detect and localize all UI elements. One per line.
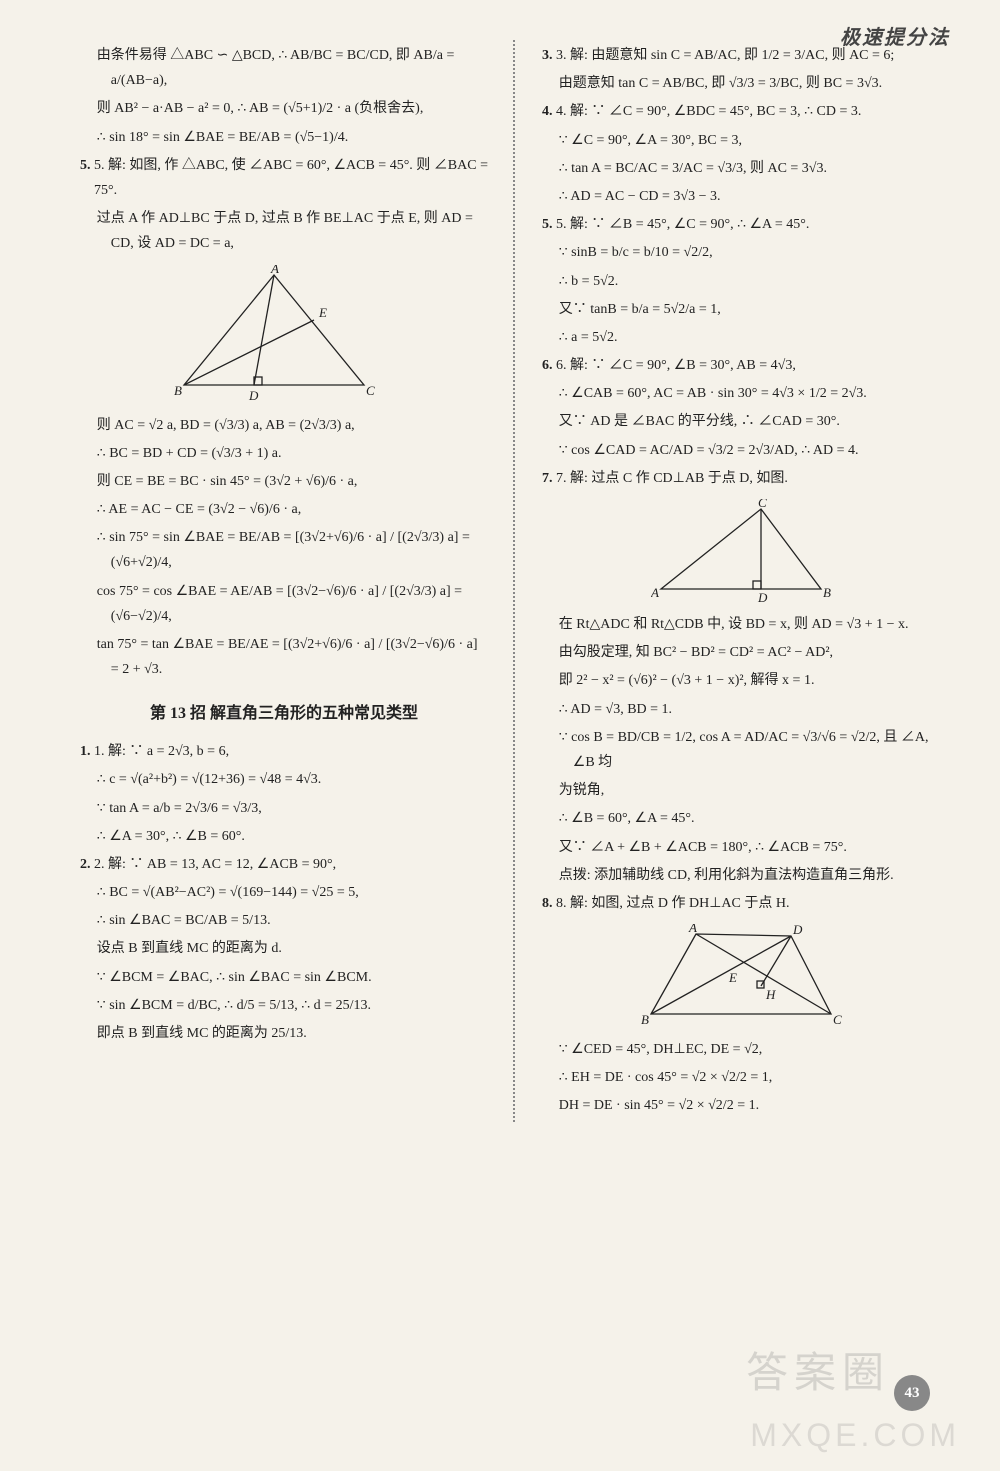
text-line: 由条件易得 △ABC ∽ △BCD, ∴ AB/BC = BC/CD, 即 AB… [80,43,488,93]
watermark-text: 答案圈 [746,1335,890,1411]
text-line: ∴ a = 5√2. [542,325,950,350]
svg-text:D: D [792,924,803,937]
text-line: ∴ ∠B = 60°, ∠A = 45°. [542,806,950,831]
right-column: 3. 3. 解: 由题意知 sin C = AB/AC, 即 1/2 = 3/A… [542,40,950,1122]
svg-text:D: D [248,388,259,403]
page-number-badge: 43 [894,1375,930,1411]
text-line: ∵ ∠C = 90°, ∠A = 30°, BC = 3, [542,128,950,153]
text-line: 则 AC = √2 a, BD = (√3/3) a, AB = (2√3/3)… [80,413,488,438]
column-divider [513,40,517,1122]
svg-text:C: C [366,383,375,398]
text-line: ∵ cos B = BD/CB = 1/2, cos A = AD/AC = √… [542,725,950,775]
svg-text:C: C [758,499,767,510]
t: 5. 解: ∵ ∠B = 45°, ∠C = 90°, ∴ ∠A = 45°. [556,217,809,232]
text-line: 4. 4. 解: ∵ ∠C = 90°, ∠BDC = 45°, BC = 3,… [542,99,950,124]
section-title: 第 13 招 解直角三角形的五种常见类型 [80,700,488,729]
triangle-diagram-2: A B C D [651,499,841,604]
qnum: 6. [542,358,553,373]
text-line: ∵ cos ∠CAD = AC/AD = √3/2 = 2√3/AD, ∴ AD… [542,438,950,463]
text-line: 即 2² − x² = (√6)² − (√3 + 1 − x)², 解得 x … [542,668,950,693]
text-line: ∵ ∠BCM = ∠BAC, ∴ sin ∠BAC = sin ∠BCM. [80,965,488,990]
text-line: ∴ tan A = BC/AC = 3/AC = √3/3, 则 AC = 3√… [542,156,950,181]
qnum: 7. [542,471,553,486]
header-banner: 极速提分法 [840,20,950,56]
text-line: ∴ ∠A = 30°, ∴ ∠B = 60°. [80,824,488,849]
qnum: 8. [542,896,553,911]
watermark-url: MXQE.COM [750,1407,960,1465]
text-line: ∴ sin ∠BAC = BC/AB = 5/13. [80,908,488,933]
svg-text:C: C [833,1012,842,1027]
t: 1. 解: ∵ a = 2√3, b = 6, [94,744,229,759]
triangle-diagram-1: A B C D E [174,265,394,405]
text-line: ∴ EH = DE · cos 45° = √2 × √2/2 = 1, [542,1065,950,1090]
svg-text:H: H [765,987,776,1002]
text-line: ∴ sin 18° = sin ∠BAE = BE/AB = (√5−1)/4. [80,125,488,150]
t: 5. 解: 如图, 作 △ABC, 使 ∠ABC = 60°, ∠ACB = 4… [94,158,488,198]
text-line: ∴ AD = √3, BD = 1. [542,697,950,722]
svg-text:E: E [318,305,327,320]
text-line: ∴ AD = AC − CD = 3√3 − 3. [542,184,950,209]
text-line: 6. 6. 解: ∵ ∠C = 90°, ∠B = 30°, AB = 4√3, [542,353,950,378]
text-line: 又∵ AD 是 ∠BAC 的平分线, ∴ ∠CAD = 30°. [542,409,950,434]
svg-text:A: A [270,265,279,276]
text-line: 则 CE = BE = BC · sin 45° = (3√2 + √6)/6 … [80,469,488,494]
svg-text:D: D [757,590,768,604]
page-content: 由条件易得 △ABC ∽ △BCD, ∴ AB/BC = BC/CD, 即 AB… [0,0,1000,1162]
t: 8. 解: 如图, 过点 D 作 DH⊥AC 于点 H. [556,896,789,911]
svg-text:B: B [641,1012,649,1027]
text-line: 由勾股定理, 知 BC² − BD² = CD² = AC² − AD², [542,640,950,665]
text-line: 5. 5. 解: ∵ ∠B = 45°, ∠C = 90°, ∴ ∠A = 45… [542,212,950,237]
text-line: 在 Rt△ADC 和 Rt△CDB 中, 设 BD = x, 则 AD = √3… [542,612,950,637]
text-line: ∴ BC = √(AB²−AC²) = √(169−144) = √25 = 5… [80,880,488,905]
svg-text:A: A [688,924,697,935]
t: 4. 解: ∵ ∠C = 90°, ∠BDC = 45°, BC = 3, ∴ … [556,104,861,119]
text-line: ∵ tan A = a/b = 2√3/6 = √3/3, [80,796,488,821]
text-line: tan 75° = tan ∠BAE = BE/AE = [(3√2+√6)/6… [80,632,488,682]
text-line: ∵ sinB = b/c = b/10 = √2/2, [542,240,950,265]
text-line: 又∵ tanB = b/a = 5√2/a = 1, [542,297,950,322]
text-line: 2. 2. 解: ∵ AB = 13, AC = 12, ∠ACB = 90°, [80,852,488,877]
text-line: 设点 B 到直线 MC 的距离为 d. [80,936,488,961]
svg-text:E: E [728,970,737,985]
qnum: 2. [80,857,91,872]
text-line: 即点 B 到直线 MC 的距离为 25/13. [80,1021,488,1046]
text-line: 5. 5. 解: 如图, 作 △ABC, 使 ∠ABC = 60°, ∠ACB … [80,153,488,203]
quad-diagram: A B C D E H [641,924,851,1029]
text-line: DH = DE · sin 45° = √2 × √2/2 = 1. [542,1093,950,1118]
text-line: ∵ sin ∠BCM = d/BC, ∴ d/5 = 5/13, ∴ d = 2… [80,993,488,1018]
qnum: 3. [542,48,553,63]
qnum: 5. [542,217,553,232]
svg-text:B: B [174,383,182,398]
text-line: ∴ AE = AC − CE = (3√2 − √6)/6 · a, [80,497,488,522]
text-line: 7. 7. 解: 过点 C 作 CD⊥AB 于点 D, 如图. [542,466,950,491]
text-line: 又∵ ∠A + ∠B + ∠ACB = 180°, ∴ ∠ACB = 75°. [542,835,950,860]
text-line: ∴ sin 75° = sin ∠BAE = BE/AB = [(3√2+√6)… [80,525,488,575]
text-line: 1. 1. 解: ∵ a = 2√3, b = 6, [80,739,488,764]
qnum: 4. [542,104,553,119]
text-line: 点拨: 添加辅助线 CD, 利用化斜为直法构造直角三角形. [542,863,950,888]
text-line: ∴ c = √(a²+b²) = √(12+36) = √48 = 4√3. [80,767,488,792]
text-line: ∴ ∠CAB = 60°, AC = AB · sin 30° = 4√3 × … [542,381,950,406]
text-line: 过点 A 作 AD⊥BC 于点 D, 过点 B 作 BE⊥AC 于点 E, 则 … [80,206,488,256]
t: 7. 解: 过点 C 作 CD⊥AB 于点 D, 如图. [556,471,788,486]
text-line: ∵ ∠CED = 45°, DH⊥EC, DE = √2, [542,1037,950,1062]
qnum: 5. [80,158,91,173]
svg-text:B: B [823,585,831,600]
text-line: ∴ b = 5√2. [542,269,950,294]
qnum: 1. [80,744,91,759]
text-line: 8. 8. 解: 如图, 过点 D 作 DH⊥AC 于点 H. [542,891,950,916]
svg-text:A: A [651,585,659,600]
t: 6. 解: ∵ ∠C = 90°, ∠B = 30°, AB = 4√3, [556,358,796,373]
text-line: cos 75° = cos ∠BAE = AE/AB = [(3√2−√6)/6… [80,579,488,629]
text-line: 为锐角, [542,778,950,803]
header-text: 极速提分法 [840,27,950,49]
text-line: 由题意知 tan C = AB/BC, 即 √3/3 = 3/BC, 则 BC … [542,71,950,96]
left-column: 由条件易得 △ABC ∽ △BCD, ∴ AB/BC = BC/CD, 即 AB… [80,40,488,1122]
text-line: 则 AB² − a·AB − a² = 0, ∴ AB = (√5+1)/2 ·… [80,96,488,121]
text-line: ∴ BC = BD + CD = (√3/3 + 1) a. [80,441,488,466]
t: 2. 解: ∵ AB = 13, AC = 12, ∠ACB = 90°, [94,857,336,872]
